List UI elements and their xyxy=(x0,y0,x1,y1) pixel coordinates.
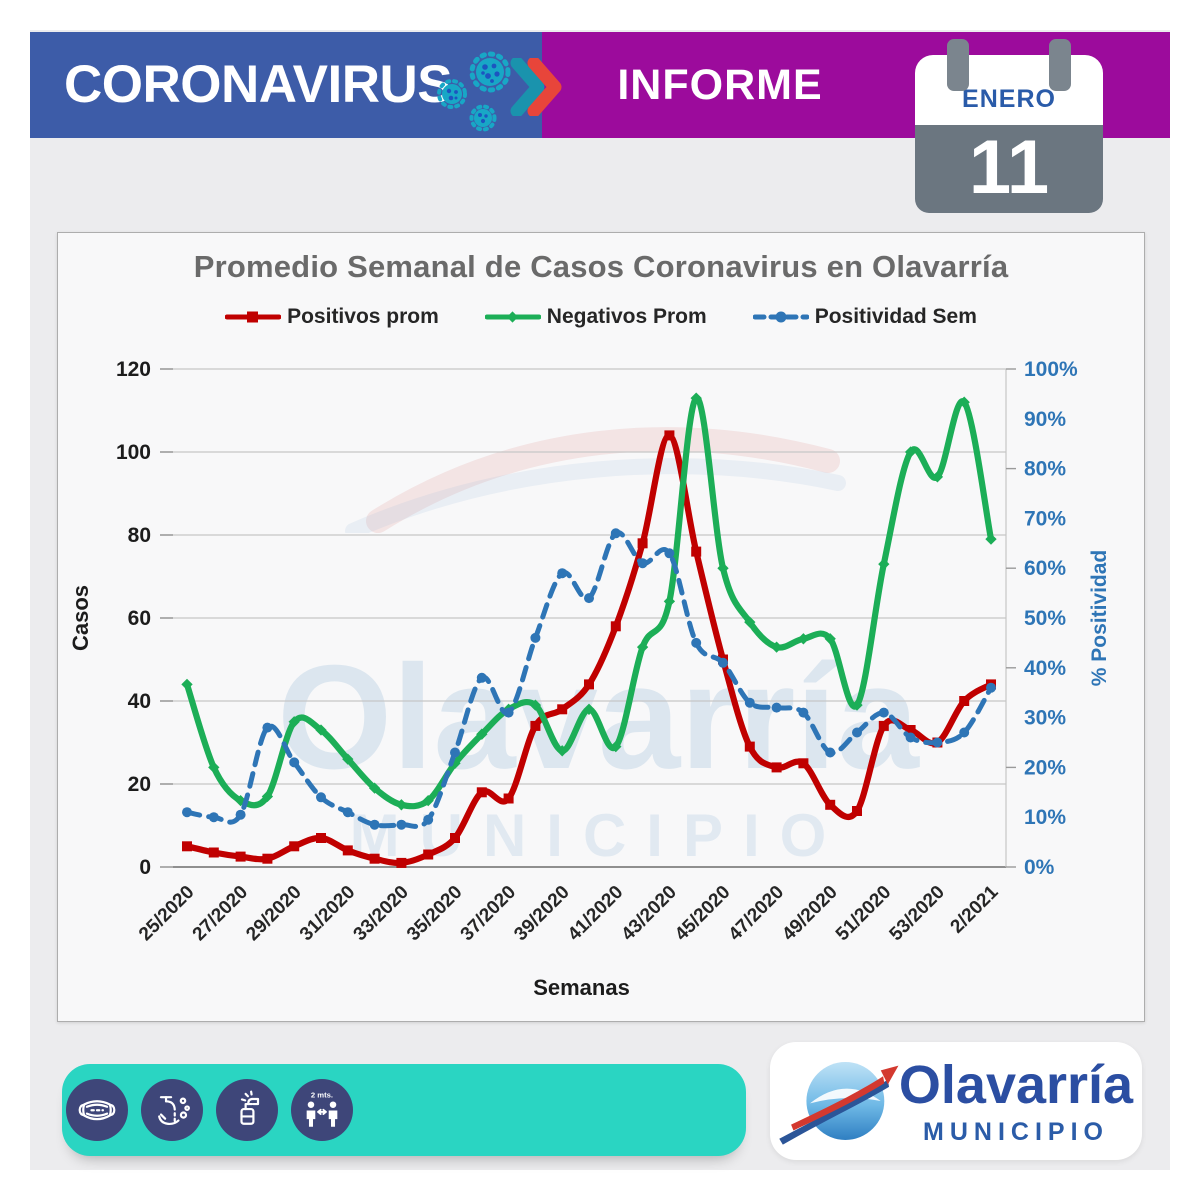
logo-subtitle: MUNICIPIO xyxy=(923,1118,1109,1146)
x-tick-label: 31/2020 xyxy=(296,882,359,945)
y-right-tick-label: 50% xyxy=(1024,607,1066,630)
line-chart: 0 20 40 60 80 100 120 0% 10% 20% 30% 40% 50% 60% 70% 80… xyxy=(68,358,1111,1000)
legend-item: Positivos prom xyxy=(225,305,439,329)
chart-title: Promedio Semanal de Casos Coronavirus en… xyxy=(193,249,1009,284)
x-tick-label: 33/2020 xyxy=(350,882,413,945)
x-tick-label: 37/2020 xyxy=(457,882,520,945)
calendar-widget: ENERO 11 xyxy=(915,39,1103,213)
y-right-tick-label: 40% xyxy=(1024,657,1066,680)
x-tick-label: 35/2020 xyxy=(403,882,466,945)
calendar-header: ENERO xyxy=(915,55,1103,125)
x-tick-label: 45/2020 xyxy=(671,882,734,945)
chart-panel: Olavarría MUNICIPIO 0 20 40 60 80 100 120 0% 10%… xyxy=(57,232,1145,1022)
legend-label: Negativos Prom xyxy=(546,305,707,328)
logo-emblem-icon xyxy=(779,1062,899,1145)
header-blue-band xyxy=(30,32,542,138)
x-tick-label: 47/2020 xyxy=(725,882,788,945)
calendar-month: ENERO xyxy=(962,85,1056,113)
chart-legend: Positivos prom Negativos Prom Positividad … xyxy=(58,305,1144,329)
legend-label: Positividad Sem xyxy=(814,305,977,328)
legend-label: Positivos prom xyxy=(287,305,439,328)
legend-item: Negativos Prom xyxy=(484,305,707,329)
y-right-tick-label: 80% xyxy=(1024,458,1066,481)
legend-swatch xyxy=(225,311,282,323)
svg-text:2 mts.: 2 mts. xyxy=(311,1091,333,1100)
calendar-ring-left xyxy=(947,39,969,91)
y-right-tick-label: 20% xyxy=(1024,756,1066,779)
x-tick-label: 29/2020 xyxy=(242,882,305,945)
calendar-ring-right xyxy=(1049,39,1071,91)
logo-name: Olavarría xyxy=(898,1055,1134,1115)
y-right-tick-label: 30% xyxy=(1024,707,1066,730)
x-tick-label: 53/2020 xyxy=(886,882,949,945)
y-right-tick-label: 60% xyxy=(1024,557,1066,580)
x-tick-label: 51/2020 xyxy=(832,882,895,945)
y-right-tick-label: 0% xyxy=(1024,856,1055,879)
y-left-tick-label: 100 xyxy=(116,441,151,464)
legend-item: Positividad Sem xyxy=(752,305,977,329)
municipality-logo: Olavarría MUNICIPIO xyxy=(770,1042,1142,1160)
y-left-tick-label: 0 xyxy=(139,856,151,879)
y-left-tick-label: 60 xyxy=(128,607,151,630)
series-line xyxy=(183,394,995,810)
y-right-tick-label: 100% xyxy=(1024,358,1078,381)
prevention-icons-band: 2 mts. xyxy=(62,1064,746,1156)
social-distance-icon: 2 mts. xyxy=(291,1079,353,1141)
x-axis-title: Semanas xyxy=(533,975,630,1000)
x-tick-label: 39/2020 xyxy=(510,882,573,945)
virus-icons xyxy=(437,51,511,132)
y-left-tick-label: 120 xyxy=(116,358,151,381)
y-right-tick-label: 90% xyxy=(1024,408,1066,431)
hand-washing-icon xyxy=(141,1079,203,1141)
y-left-tick-label: 20 xyxy=(128,773,151,796)
y-right-tick-label: 70% xyxy=(1024,507,1066,530)
x-tick-label: 27/2020 xyxy=(189,882,252,945)
y-left-tick-label: 80 xyxy=(128,524,151,547)
y-right-axis-title: % Positividad xyxy=(1088,550,1111,687)
x-tick-label: 41/2020 xyxy=(564,882,627,945)
double-chevron-icon xyxy=(510,58,562,116)
y-left-axis-title: Casos xyxy=(68,585,93,651)
calendar-day: 11 xyxy=(915,125,1103,213)
x-tick-label: 25/2020 xyxy=(135,882,198,945)
disinfectant-spray-icon xyxy=(216,1079,278,1141)
y-left-tick-label: 40 xyxy=(128,690,151,713)
y-right-tick-label: 10% xyxy=(1024,806,1066,829)
x-tick-label: 49/2020 xyxy=(778,882,841,945)
x-tick-label: 2/2021 xyxy=(947,881,1003,937)
brand-title: CORONAVIRUS xyxy=(64,55,453,114)
legend-swatch xyxy=(484,311,541,323)
x-tick-label: 43/2020 xyxy=(618,882,681,945)
face-mask-icon xyxy=(66,1079,128,1141)
legend-swatch xyxy=(752,311,809,323)
report-title: INFORME xyxy=(617,61,823,109)
